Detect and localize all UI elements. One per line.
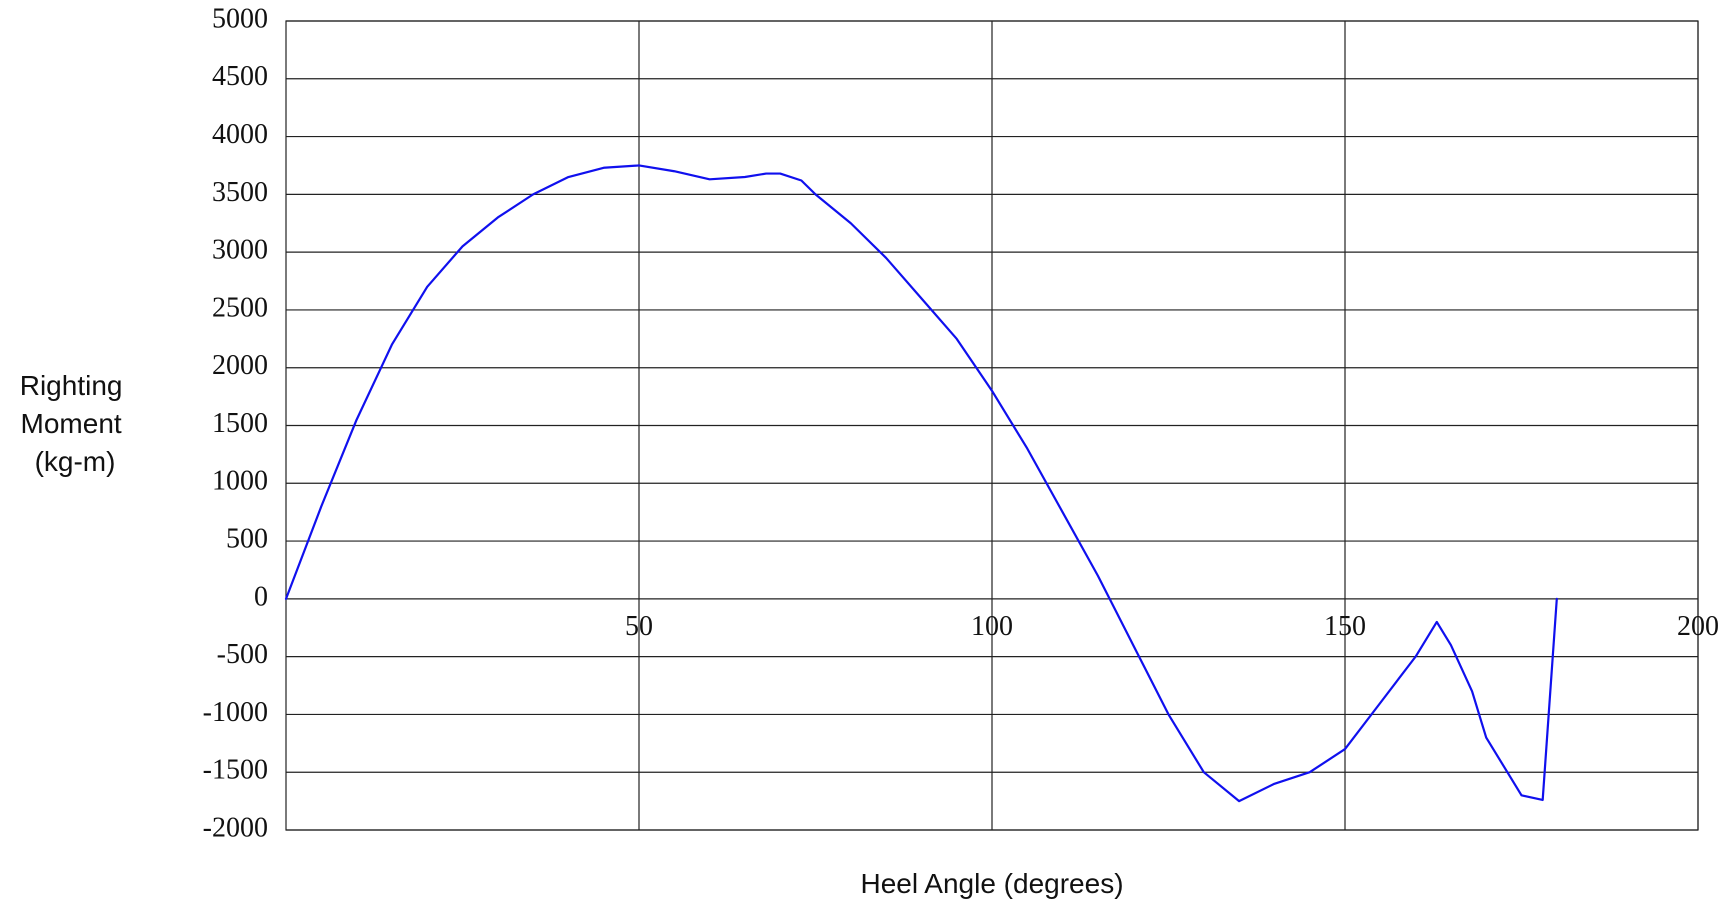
x-tick-label: 100 xyxy=(971,611,1013,642)
y-axis-title-line-1: Righting xyxy=(20,370,123,401)
y-tick-label: 3500 xyxy=(212,177,268,208)
plot-area xyxy=(285,20,1699,831)
y-tick-label: 1000 xyxy=(212,466,268,497)
y-axis-title-line-2: Moment xyxy=(21,408,122,439)
x-tick-label: 50 xyxy=(625,611,653,642)
y-tick-label: -500 xyxy=(217,639,268,670)
righting-moment-curve xyxy=(284,164,1558,803)
y-tick-label: 4500 xyxy=(212,61,268,92)
x-axis-title: Heel Angle (degrees) xyxy=(860,868,1123,899)
y-tick-label: 1500 xyxy=(212,408,268,439)
x-axis-tick-labels: 50 100 150 200 xyxy=(625,611,1719,642)
y-axis-title: Righting Moment (kg-m) xyxy=(20,370,131,477)
y-tick-label: 5000 xyxy=(212,3,268,34)
x-tick-label: 200 xyxy=(1677,611,1719,642)
y-axis-tick-labels: 5000450040003500300025002000150010005000… xyxy=(203,3,268,843)
y-tick-label: 3000 xyxy=(212,235,268,266)
y-tick-label: -1500 xyxy=(203,755,268,786)
y-tick-label: 500 xyxy=(226,523,268,554)
y-tick-label: -1000 xyxy=(203,697,268,728)
y-tick-label: 2500 xyxy=(212,292,268,323)
y-tick-label: -2000 xyxy=(203,812,268,843)
x-tick-label: 150 xyxy=(1324,611,1366,642)
y-axis-title-line-3: (kg-m) xyxy=(35,446,116,477)
y-tick-label: 0 xyxy=(254,581,268,612)
gridlines xyxy=(286,20,1699,831)
y-tick-label: 2000 xyxy=(212,350,268,381)
y-tick-label: 4000 xyxy=(212,119,268,150)
